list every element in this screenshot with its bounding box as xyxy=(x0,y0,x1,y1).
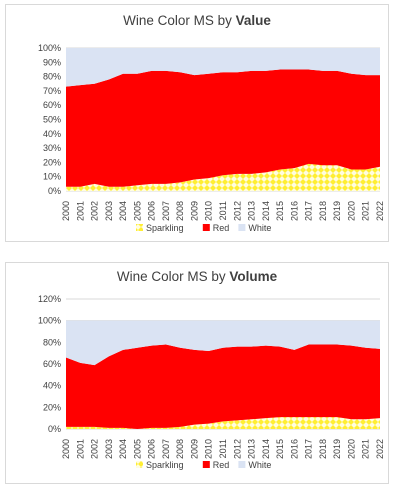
y-tick-label: 20% xyxy=(43,157,61,167)
x-tick-label: 2001 xyxy=(75,439,85,459)
x-tick-label: 2009 xyxy=(190,201,200,221)
volume-chart: Wine Color MS by Volume 0% 20% 40% 60% 80% 100… xyxy=(5,262,389,484)
x-tick-label: 2005 xyxy=(132,439,142,459)
x-tick-label: 2010 xyxy=(204,201,214,221)
x-tick-label: 2022 xyxy=(375,439,385,459)
legend-label-red: Red xyxy=(213,460,230,470)
x-tick-label: 2000 xyxy=(61,201,71,221)
x-tick-label: 2006 xyxy=(147,439,157,459)
x-tick-label: 2009 xyxy=(190,439,200,459)
x-tick-label: 2022 xyxy=(375,201,385,221)
x-tick-label: 2012 xyxy=(232,201,242,221)
y-tick-label: 90% xyxy=(43,57,61,67)
legend-swatch-red xyxy=(202,224,210,231)
x-tick-label: 2019 xyxy=(332,439,342,459)
x-tick-label: 2015 xyxy=(275,201,285,221)
y-tick-label: 80% xyxy=(43,72,61,82)
x-tick-label: 2000 xyxy=(61,439,71,459)
x-tick-label: 2018 xyxy=(318,201,328,221)
x-tick-label: 2008 xyxy=(175,201,185,221)
y-tick-label: 40% xyxy=(43,381,61,391)
legend-label-sparkling: Sparkling xyxy=(146,460,184,470)
y-tick-label: 40% xyxy=(43,129,61,139)
x-tick-label: 2002 xyxy=(90,201,100,221)
area-series-sparkling xyxy=(66,417,380,429)
x-tick-label: 2007 xyxy=(161,201,171,221)
x-tick-label: 2011 xyxy=(218,439,228,458)
x-tick-label: 2001 xyxy=(75,201,85,221)
x-tick-label: 2020 xyxy=(347,201,357,221)
x-tick-label: 2021 xyxy=(361,201,371,221)
value-chart: Wine Color MS by Value 0% 10% 20% 30% 40% 50% 6… xyxy=(5,4,389,242)
value-chart-svg: Wine Color MS by Value 0% 10% 20% 30% 40% 50% 6… xyxy=(38,13,385,233)
chart-title: Wine Color MS by Value xyxy=(123,13,271,28)
y-tick-label: 120% xyxy=(38,294,61,304)
y-tick-label: 70% xyxy=(43,86,61,96)
x-tick-label: 2004 xyxy=(118,439,128,459)
area-series-sparkling xyxy=(66,163,380,191)
legend-swatch-sparkling xyxy=(136,224,143,231)
x-tick-label: 2014 xyxy=(261,439,271,459)
x-tick-label: 2003 xyxy=(104,201,114,221)
y-tick-label: 10% xyxy=(43,172,61,182)
legend-swatch-white xyxy=(238,224,246,231)
x-tick-label: 2007 xyxy=(161,439,171,459)
y-tick-label: 20% xyxy=(43,402,61,412)
legend-label-white: White xyxy=(248,223,271,233)
x-tick-label: 2014 xyxy=(261,201,271,221)
y-tick-label: 100% xyxy=(38,43,61,53)
legend-label-red: Red xyxy=(213,223,230,233)
y-tick-label: 30% xyxy=(43,143,61,153)
x-tick-label: 2015 xyxy=(275,439,285,459)
legend-label-white: White xyxy=(248,460,271,470)
x-tick-label: 2019 xyxy=(332,201,342,221)
y-tick-label: 50% xyxy=(43,115,61,125)
x-tick-label: 2012 xyxy=(232,439,242,459)
x-tick-label: 2017 xyxy=(304,439,314,459)
y-tick-label: 60% xyxy=(43,359,61,369)
y-tick-label: 100% xyxy=(38,316,61,326)
legend-swatch-red xyxy=(202,461,210,468)
y-tick-label: 60% xyxy=(43,100,61,110)
x-tick-label: 2021 xyxy=(361,439,371,459)
x-tick-label: 2003 xyxy=(104,439,114,459)
y-tick-label: 0% xyxy=(48,424,61,434)
area-series-white xyxy=(66,320,380,366)
x-tick-label: 2010 xyxy=(204,439,214,459)
area-series-red xyxy=(66,344,380,429)
area-series-red xyxy=(66,69,380,187)
x-tick-label: 2018 xyxy=(318,439,328,459)
x-tick-label: 2013 xyxy=(247,439,257,459)
y-tick-label: 0% xyxy=(48,186,61,196)
x-tick-label: 2013 xyxy=(247,201,257,221)
legend-label-sparkling: Sparkling xyxy=(146,223,184,233)
y-tick-label: 80% xyxy=(43,337,61,347)
x-tick-label: 2016 xyxy=(289,439,299,459)
legend-swatch-white xyxy=(238,461,246,468)
x-tick-label: 2011 xyxy=(218,201,228,220)
chart-title: Wine Color MS by Volume xyxy=(117,269,278,284)
x-tick-label: 2008 xyxy=(175,439,185,459)
legend-swatch-sparkling xyxy=(136,461,143,468)
x-tick-label: 2005 xyxy=(132,201,142,221)
x-tick-label: 2006 xyxy=(147,201,157,221)
area-series-white xyxy=(66,48,380,87)
volume-chart-svg: Wine Color MS by Volume 0% 20% 40% 60% 80% 100… xyxy=(38,269,385,470)
x-tick-label: 2002 xyxy=(90,439,100,459)
x-tick-label: 2020 xyxy=(347,439,357,459)
x-tick-label: 2004 xyxy=(118,201,128,221)
x-tick-label: 2016 xyxy=(289,201,299,221)
x-tick-label: 2017 xyxy=(304,201,314,221)
